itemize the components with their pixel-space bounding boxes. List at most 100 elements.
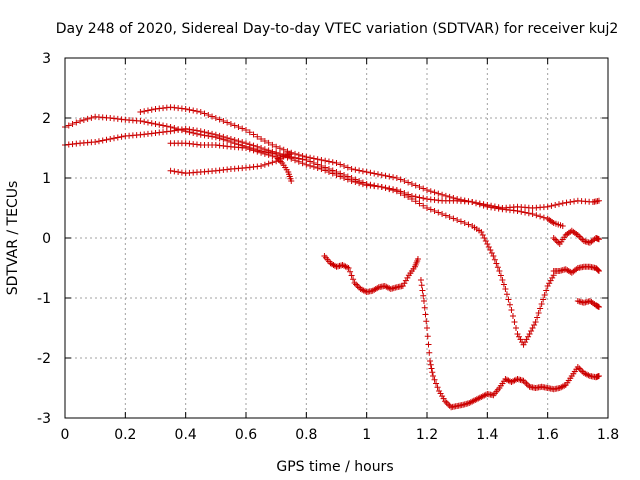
data-point bbox=[491, 203, 498, 210]
data-point bbox=[235, 138, 242, 145]
data-point bbox=[446, 193, 453, 200]
data-point bbox=[318, 163, 325, 169]
data-point bbox=[378, 172, 385, 178]
data-point bbox=[422, 311, 429, 318]
data-point bbox=[107, 136, 114, 142]
data-point bbox=[500, 281, 507, 288]
data-point bbox=[227, 136, 234, 142]
data-point bbox=[148, 106, 155, 113]
data-point bbox=[310, 155, 317, 162]
series-track-c bbox=[137, 104, 602, 211]
y-tick-label: 2 bbox=[42, 111, 51, 127]
data-point bbox=[88, 114, 95, 121]
x-tick-label: 1.6 bbox=[537, 427, 559, 443]
data-point bbox=[243, 145, 249, 151]
data-point bbox=[454, 217, 461, 223]
data-point bbox=[333, 169, 340, 175]
data-point bbox=[250, 131, 257, 138]
data-point bbox=[552, 202, 559, 208]
data-point bbox=[502, 286, 509, 292]
data-point bbox=[246, 129, 253, 136]
series-track-e bbox=[167, 151, 295, 177]
data-point bbox=[84, 115, 91, 122]
data-point bbox=[231, 137, 238, 144]
data-point bbox=[276, 150, 283, 157]
data-point bbox=[488, 202, 495, 209]
series-track-b bbox=[62, 125, 557, 348]
data-point bbox=[258, 136, 265, 142]
data-point bbox=[265, 160, 272, 167]
data-point bbox=[178, 169, 185, 176]
data-point bbox=[212, 131, 219, 138]
data-point bbox=[416, 184, 423, 190]
data-point bbox=[280, 146, 287, 153]
y-axis-label: SDTVAR / TECUs bbox=[5, 181, 21, 296]
data-point bbox=[216, 132, 223, 139]
data-point bbox=[212, 115, 219, 121]
data-point bbox=[506, 301, 513, 308]
data-point bbox=[231, 122, 238, 129]
data-point bbox=[307, 154, 314, 161]
data-point bbox=[374, 183, 381, 190]
data-point bbox=[431, 189, 438, 196]
data-point bbox=[269, 141, 276, 148]
data-point bbox=[144, 119, 151, 126]
data-point bbox=[563, 199, 570, 206]
data-point bbox=[446, 214, 453, 220]
x-tick-label: 0.6 bbox=[235, 427, 257, 443]
data-point bbox=[193, 108, 200, 115]
data-point bbox=[595, 304, 602, 310]
y-tick-label: -3 bbox=[37, 411, 51, 427]
x-tick-label: 1.2 bbox=[416, 427, 438, 443]
data-point bbox=[288, 151, 295, 157]
plot-frame bbox=[64, 57, 609, 419]
data-point bbox=[182, 125, 189, 132]
y-tick-label: 0 bbox=[42, 231, 51, 247]
data-point bbox=[359, 168, 366, 175]
data-point bbox=[205, 130, 212, 136]
data-point bbox=[141, 118, 148, 125]
data-point bbox=[258, 163, 265, 169]
data-point bbox=[533, 212, 540, 219]
data-point bbox=[209, 130, 216, 137]
data-point bbox=[442, 212, 449, 219]
data-point bbox=[427, 206, 434, 213]
data-point bbox=[318, 157, 325, 163]
data-point bbox=[216, 116, 223, 123]
data-point bbox=[480, 201, 487, 208]
data-point bbox=[382, 172, 389, 179]
data-point bbox=[337, 170, 344, 177]
data-point bbox=[186, 106, 193, 113]
data-point bbox=[359, 179, 366, 186]
data-point bbox=[371, 182, 378, 189]
data-point bbox=[495, 204, 502, 211]
data-point bbox=[190, 107, 197, 114]
data-point bbox=[341, 172, 348, 178]
data-point bbox=[374, 171, 381, 178]
data-point bbox=[420, 298, 427, 304]
data-point bbox=[559, 200, 566, 207]
data-point bbox=[405, 194, 412, 201]
data-point bbox=[541, 292, 548, 298]
data-point bbox=[367, 181, 374, 188]
data-point bbox=[497, 272, 504, 279]
data-point bbox=[420, 202, 427, 209]
data-point bbox=[186, 126, 193, 133]
data-point bbox=[325, 158, 332, 165]
data-point bbox=[314, 156, 321, 163]
data-point bbox=[348, 272, 355, 279]
data-point bbox=[141, 108, 148, 115]
data-point bbox=[269, 159, 276, 166]
data-point bbox=[534, 314, 541, 321]
data-point bbox=[595, 236, 602, 243]
data-point bbox=[537, 213, 544, 220]
data-point bbox=[337, 161, 344, 168]
data-point bbox=[450, 215, 457, 222]
data-point bbox=[224, 134, 231, 141]
data-point bbox=[427, 358, 434, 364]
data-point bbox=[503, 291, 510, 298]
data-point bbox=[322, 157, 329, 164]
data-point bbox=[197, 128, 204, 135]
data-point bbox=[535, 310, 542, 316]
data-point bbox=[239, 125, 246, 132]
